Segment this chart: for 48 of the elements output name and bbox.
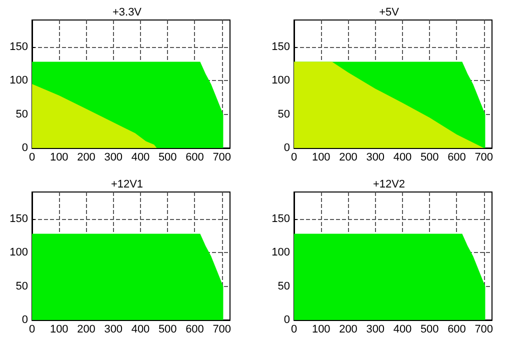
- x-tick-label: 700: [212, 152, 232, 164]
- x-tick-label: 200: [339, 324, 358, 336]
- x-tick-label: 100: [312, 324, 330, 336]
- x-tick-label: 500: [158, 324, 177, 336]
- y-tick-label: 100: [272, 74, 290, 87]
- x-tick-label: 600: [448, 324, 466, 336]
- x-tick-label: 200: [339, 152, 358, 164]
- x-tick-label: 400: [131, 324, 150, 336]
- y-tick-label: 0: [22, 142, 28, 154]
- x-tick-label: 300: [104, 324, 123, 336]
- x-tick-label: 600: [186, 152, 204, 164]
- y-tick-label: 50: [16, 280, 28, 292]
- chart-title: +12V1: [110, 178, 144, 190]
- x-tick-label: 700: [474, 152, 494, 164]
- y-tick-label: 50: [16, 108, 28, 120]
- x-tick-label: 400: [131, 152, 150, 164]
- x-tick-label: 500: [420, 324, 439, 336]
- y-tick-label: 100: [10, 246, 28, 259]
- x-tick-label: 100: [312, 152, 330, 164]
- x-tick-label: 500: [420, 152, 439, 164]
- y-tick-label: 0: [284, 314, 290, 326]
- x-tick-label: 400: [393, 152, 412, 164]
- y-tick-label: 150: [272, 40, 290, 53]
- x-tick-label: 200: [77, 324, 96, 336]
- x-tick-label: 400: [393, 324, 412, 336]
- x-tick-label: 300: [104, 152, 123, 164]
- chart-title: +12V2: [372, 178, 406, 190]
- x-tick-label: 500: [158, 152, 177, 164]
- y-tick-label: 100: [272, 246, 290, 259]
- x-tick-label: 100: [50, 152, 68, 164]
- y-tick-label: 150: [272, 212, 290, 225]
- y-tick-label: 0: [22, 314, 28, 326]
- y-tick-label: 150: [10, 40, 28, 53]
- y-tick-label: 50: [278, 108, 290, 120]
- x-tick-label: 300: [366, 152, 385, 164]
- x-tick-label: 100: [50, 324, 68, 336]
- x-tick-label: 700: [212, 324, 232, 336]
- chart-title: +5V: [379, 6, 400, 18]
- y-tick-label: 100: [10, 74, 28, 87]
- x-tick-label: 200: [77, 152, 96, 164]
- x-tick-label: 700: [474, 324, 494, 336]
- y-tick-label: 150: [10, 212, 28, 225]
- x-tick-label: 600: [186, 324, 204, 336]
- y-tick-label: 0: [284, 142, 290, 154]
- x-tick-label: 300: [366, 324, 385, 336]
- x-tick-label: 600: [448, 152, 466, 164]
- y-tick-label: 50: [278, 280, 290, 292]
- chart-title: +3.3V: [112, 6, 142, 18]
